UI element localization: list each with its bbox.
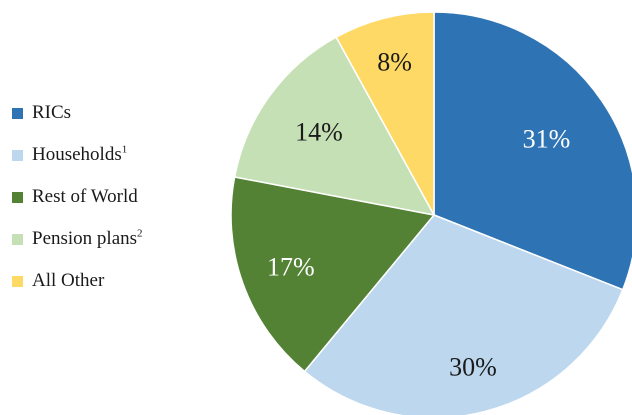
legend-item-rest-of-world: Rest of World xyxy=(12,186,212,208)
pie-slice-rics xyxy=(433,11,632,291)
slice-label-rics: 31% xyxy=(523,125,571,154)
slice-label-pension-plans: 14% xyxy=(295,118,343,147)
legend-item-all-other: All Other xyxy=(12,270,212,292)
pie-slice-households xyxy=(303,214,624,415)
slice-label-all-other: 8% xyxy=(377,48,412,77)
legend-footnote-marker: 2 xyxy=(137,227,143,240)
legend-label: RICs xyxy=(32,102,71,124)
legend-label-text: Households xyxy=(32,144,122,165)
legend-swatch xyxy=(12,191,23,203)
legend: RICs Households1 Rest of World Pension plan… xyxy=(12,102,212,313)
slice-label-rest-of-world: 17% xyxy=(267,253,315,282)
legend-item-pension-plans: Pension plans2 xyxy=(12,228,212,250)
legend-swatch xyxy=(12,233,23,245)
legend-label: All Other xyxy=(32,270,104,292)
slice-label-households: 30% xyxy=(449,352,497,381)
legend-label: Rest of World xyxy=(32,186,138,208)
legend-swatch xyxy=(12,275,23,287)
legend-label-text: Pension plans xyxy=(32,228,138,249)
legend-label: Pension plans2 xyxy=(32,228,143,250)
legend-swatch xyxy=(12,149,23,161)
pie-slice-pension-plans xyxy=(233,36,436,217)
pie-slice-all-other xyxy=(335,11,435,216)
pie-slice-rest-of-world xyxy=(230,176,436,373)
legend-label: Households1 xyxy=(32,144,127,166)
legend-label-text: Rest of World xyxy=(32,186,138,207)
legend-footnote-marker: 1 xyxy=(121,143,128,156)
legend-item-rics: RICs xyxy=(12,102,212,124)
legend-swatch xyxy=(12,107,23,119)
legend-label-text: All Other xyxy=(32,270,105,291)
legend-item-households: Households1 xyxy=(12,144,212,166)
legend-label-text: RICs xyxy=(32,102,72,123)
